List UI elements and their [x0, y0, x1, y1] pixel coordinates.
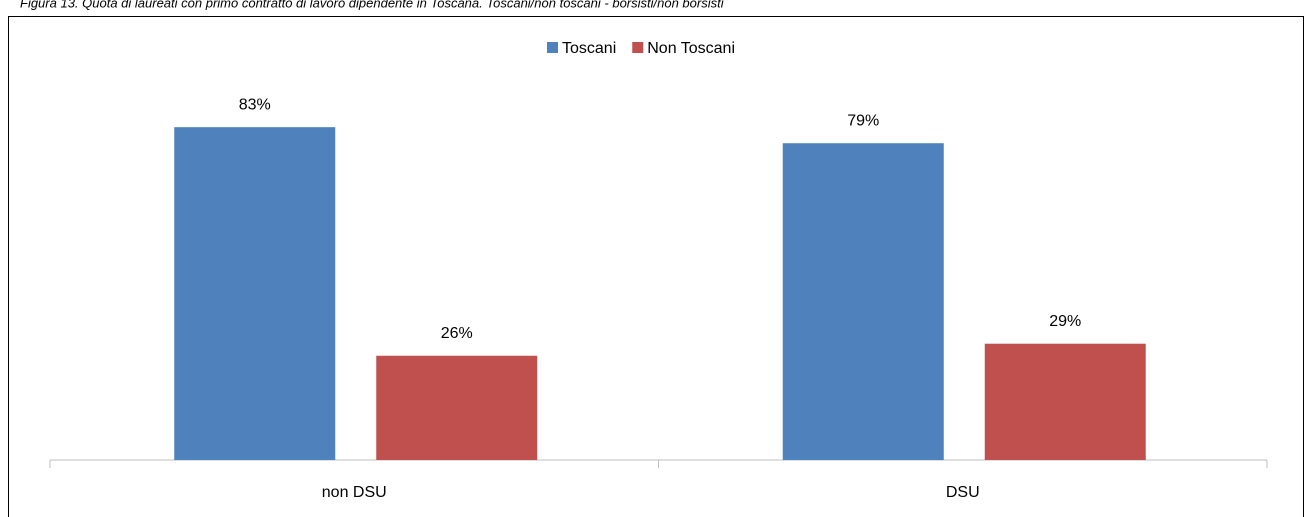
x-tick-label: DSU [946, 484, 980, 501]
bar [376, 355, 538, 460]
chart-frame [8, 16, 1304, 517]
data-label: 29% [1049, 313, 1081, 330]
x-tick-label: non DSU [322, 484, 387, 501]
legend-swatch [547, 42, 558, 53]
data-label: 79% [847, 112, 879, 129]
bar [782, 143, 944, 460]
bar [174, 127, 336, 461]
legend-label: Toscani [562, 40, 616, 57]
legend-label: Non Toscani [647, 40, 735, 57]
data-label: 83% [239, 96, 271, 113]
chart-title: Figura 13. Quota di laureati con primo c… [20, 0, 725, 10]
bar [984, 343, 1146, 460]
data-label: 26% [441, 325, 473, 342]
legend-swatch [632, 42, 644, 53]
